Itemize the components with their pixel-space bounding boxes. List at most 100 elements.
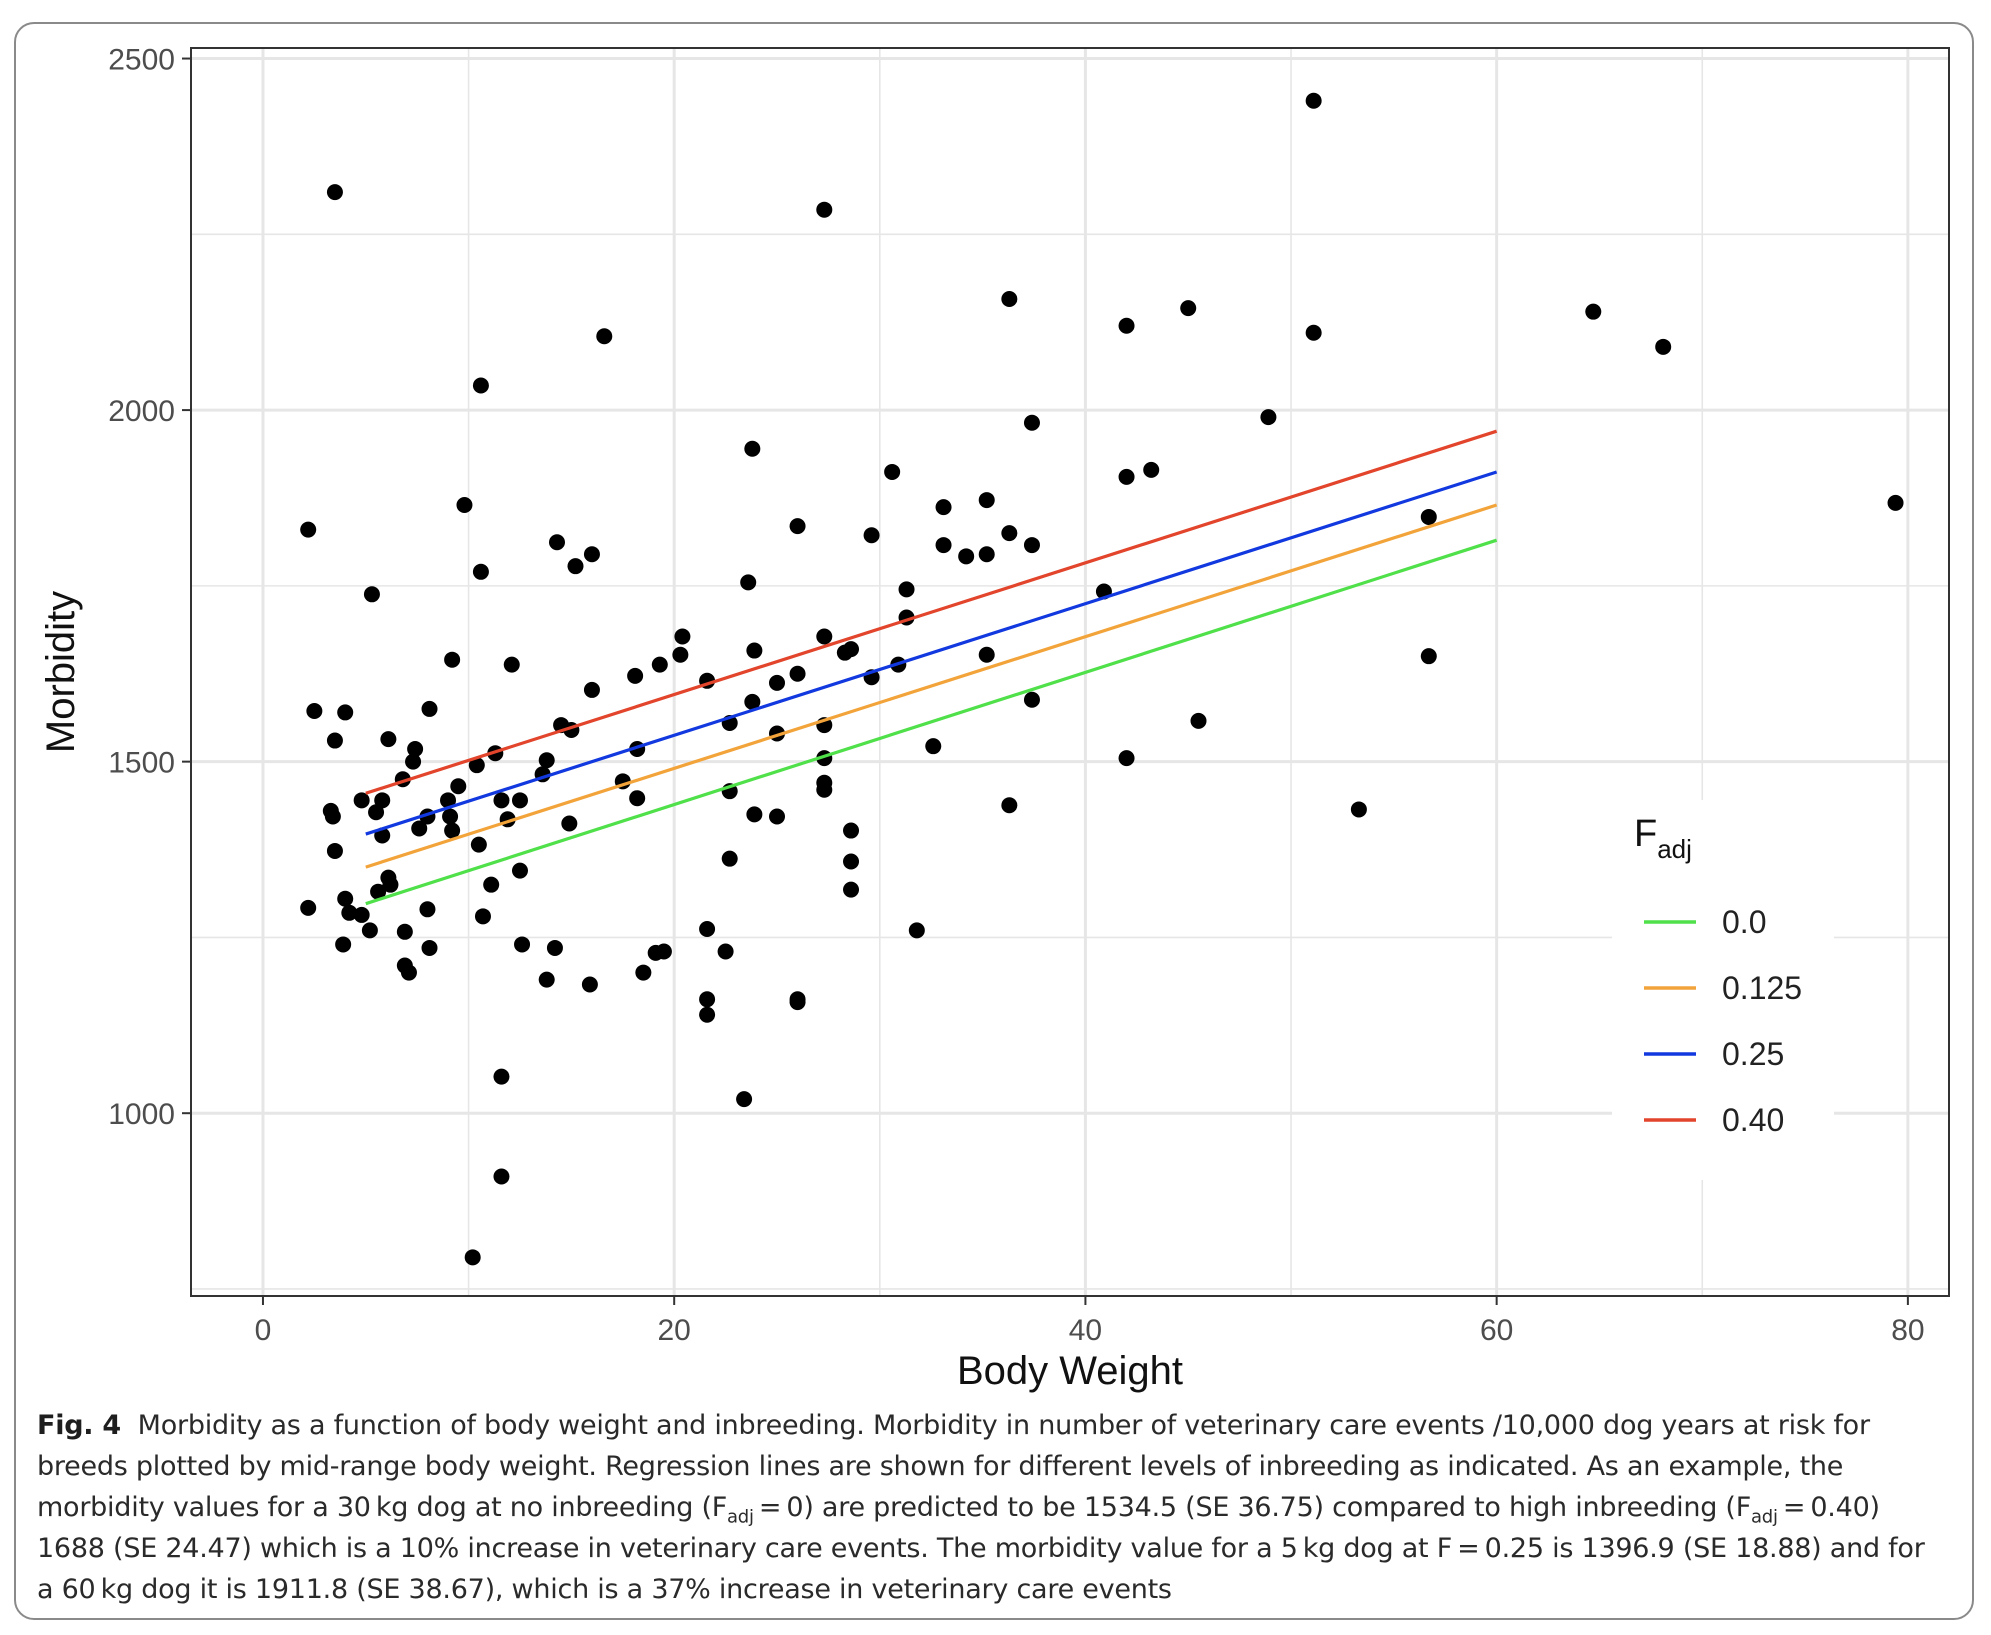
- data-point: [744, 440, 761, 457]
- data-point: [651, 656, 668, 673]
- caption-text-3: = 0.40) 1688 (SE 24.47) which is a 10% i…: [37, 1492, 1925, 1605]
- data-point: [442, 808, 459, 825]
- data-point: [326, 842, 343, 859]
- data-point: [789, 518, 806, 535]
- legend-label-0.0: 0.0: [1722, 904, 1766, 940]
- data-point: [472, 377, 489, 394]
- data-point: [596, 328, 613, 345]
- data-point: [1023, 537, 1040, 554]
- data-point: [361, 922, 378, 939]
- data-point: [374, 792, 391, 809]
- data-point: [843, 641, 860, 658]
- data-point: [337, 890, 354, 907]
- data-point: [1118, 750, 1135, 767]
- caption-subscript-2: adj: [1751, 1506, 1778, 1528]
- data-point: [736, 1091, 753, 1108]
- data-point: [978, 492, 995, 509]
- data-point: [717, 943, 734, 960]
- data-point: [335, 936, 352, 953]
- data-point: [978, 546, 995, 563]
- data-point: [326, 184, 343, 201]
- data-point: [548, 534, 565, 551]
- x-tick-label: 0: [255, 1314, 272, 1347]
- data-point: [368, 804, 385, 821]
- x-tick-label: 20: [658, 1314, 691, 1347]
- data-point: [863, 527, 880, 544]
- data-point: [789, 665, 806, 682]
- y-tick-label: 2000: [108, 395, 175, 428]
- data-point: [464, 1249, 481, 1266]
- x-tick-label: 40: [1069, 1314, 1102, 1347]
- data-point: [884, 463, 901, 480]
- data-point: [493, 1168, 510, 1185]
- y-tick-label: 1000: [108, 1098, 175, 1131]
- data-point: [474, 908, 491, 925]
- data-point: [699, 920, 716, 937]
- data-point: [769, 808, 785, 825]
- data-point: [493, 1068, 510, 1085]
- data-point: [1180, 300, 1197, 317]
- data-point: [816, 781, 833, 798]
- data-point: [699, 991, 716, 1008]
- data-point: [472, 563, 489, 580]
- y-tick-label: 1500: [108, 747, 175, 780]
- legend-items: 0.0 0.125 0.25 0.40: [1644, 904, 1802, 1138]
- data-point: [1350, 801, 1367, 818]
- legend-title-sub: adj: [1657, 834, 1692, 864]
- data-point: [629, 790, 646, 807]
- data-point: [1305, 324, 1322, 341]
- data-point: [503, 656, 520, 673]
- data-point: [843, 853, 860, 870]
- data-point: [411, 820, 428, 837]
- data-point: [306, 703, 323, 720]
- data-point: [843, 822, 860, 839]
- data-point: [1260, 409, 1277, 426]
- data-point: [816, 628, 833, 645]
- legend-label-0.40: 0.40: [1722, 1102, 1784, 1138]
- data-point: [405, 753, 422, 770]
- data-point: [567, 558, 584, 575]
- plot-panel-border: [190, 47, 1950, 1297]
- regression-line-0.125: [365, 503, 1498, 869]
- data-point: [672, 646, 689, 663]
- data-point: [456, 497, 473, 514]
- y-tick-label: 2500: [108, 44, 175, 77]
- data-point: [746, 642, 763, 659]
- data-point: [341, 904, 358, 921]
- data-point: [300, 899, 317, 916]
- data-point: [1585, 303, 1602, 320]
- data-point: [546, 939, 563, 956]
- data-point: [326, 732, 343, 749]
- data-point: [1118, 317, 1135, 334]
- data-point: [1023, 691, 1040, 708]
- data-point: [978, 646, 995, 663]
- regression-lines: [365, 429, 1498, 906]
- data-point: [1001, 525, 1018, 542]
- data-point: [370, 883, 387, 900]
- data-point: [400, 964, 417, 981]
- data-point: [444, 651, 461, 668]
- data-point: [1118, 468, 1135, 485]
- data-point: [958, 548, 975, 565]
- legend: Fadj 0.0 0.125 0.25 0.40: [1612, 800, 1834, 1180]
- data-point: [699, 1006, 716, 1023]
- data-point: [583, 681, 600, 698]
- regression-line-0.0: [365, 538, 1498, 906]
- regression-line-0.40: [365, 429, 1498, 795]
- data-point: [581, 976, 598, 993]
- data-point: [421, 700, 438, 717]
- legend-title-main: F: [1634, 813, 1657, 855]
- data-point: [396, 923, 413, 940]
- data-point: [483, 876, 500, 893]
- data-point: [908, 922, 925, 939]
- data-point: [493, 792, 510, 809]
- legend-title: Fadj: [1634, 813, 1692, 864]
- data-point: [769, 674, 785, 691]
- data-point: [674, 628, 691, 645]
- data-point: [627, 667, 644, 684]
- legend-label-0.125: 0.125: [1722, 970, 1802, 1006]
- data-point: [935, 537, 952, 554]
- data-points: [300, 92, 1904, 1266]
- data-point: [789, 994, 806, 1011]
- data-point: [561, 815, 578, 832]
